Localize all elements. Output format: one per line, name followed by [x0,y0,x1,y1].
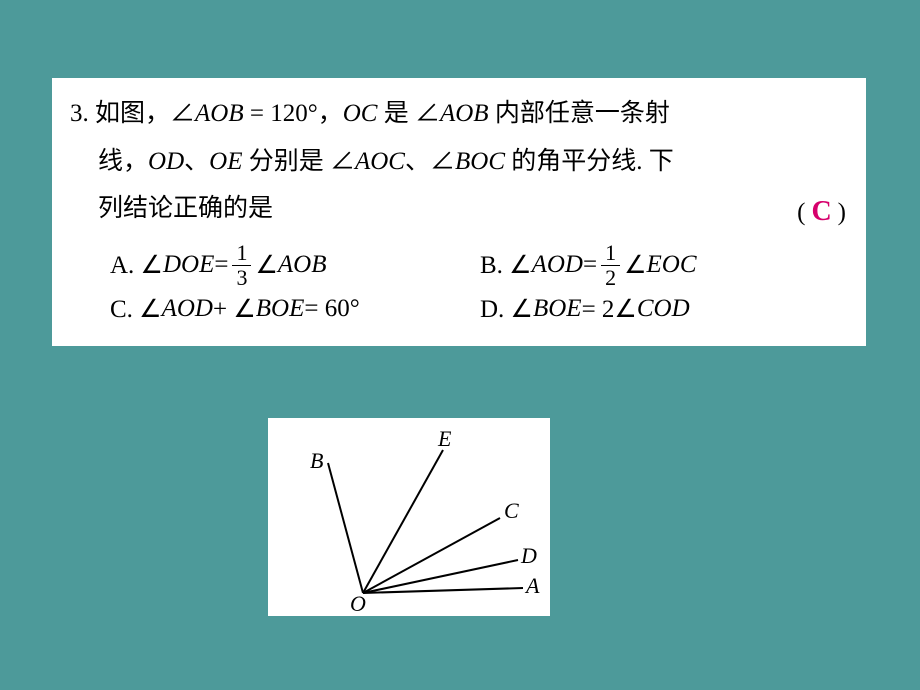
option-a: A. ∠DOE = 1 3 ∠AOB [110,241,480,290]
var: OC [343,100,378,127]
text: 线， [98,148,148,175]
opt-label: D. ∠ [480,294,533,324]
question-line-3: 列结论正确的是 (C) [70,185,848,233]
svg-text:E: E [437,426,452,451]
answer-group: (C) [797,185,846,238]
frac-num: 1 [232,241,251,265]
opt-label: B. ∠ [480,250,532,280]
option-row-1: A. ∠DOE = 1 3 ∠AOB B. ∠AOD = 1 2 ∠EOC [110,241,848,290]
text: 分别是 ∠ [242,148,355,175]
eq: = 60° [304,295,359,323]
eq: = 2∠ [582,294,637,324]
var: EOC [647,251,697,279]
frac-den: 2 [601,266,620,290]
question-line-1: 3. 如图，∠AOB = 120°，OC 是 ∠AOB 内部任意一条射 [70,90,848,138]
frac-den: 3 [232,266,251,290]
var: BOE [256,295,305,323]
eq: = [214,251,228,279]
option-d: D. ∠BOE = 2∠COD [480,294,690,324]
svg-text:A: A [524,573,540,598]
text: 内部任意一条射 [489,100,670,127]
angle-diagram: ADC E B O [268,418,550,616]
question-stem: 3. 如图，∠AOB = 120°，OC 是 ∠AOB 内部任意一条射 线，OD… [70,90,848,233]
var: BOC [455,148,505,175]
svg-text:C: C [504,498,519,523]
fraction: 1 2 [601,241,620,290]
diagram-box: ADC E B O [268,418,550,616]
var: AOB [278,251,327,279]
eq: = [583,251,597,279]
text: 是 ∠ [377,100,440,127]
fraction: 1 3 [232,241,251,290]
options: A. ∠DOE = 1 3 ∠AOB B. ∠AOD = 1 2 ∠EOC [70,241,848,324]
answer-letter: C [805,196,837,227]
text: 列结论正确的是 [98,195,273,222]
var: COD [637,295,690,323]
var: AOB [195,100,244,127]
frac-num: 1 [601,241,620,265]
svg-text:D: D [520,543,537,568]
question-box: 3. 如图，∠AOB = 120°，OC 是 ∠AOB 内部任意一条射 线，OD… [52,78,866,346]
plus: + ∠ [213,294,256,324]
var: AOB [440,100,489,127]
question-line-2: 线，OD、OE 分别是 ∠AOC、∠BOC 的角平分线. 下 [70,138,848,186]
text: ∠ [624,250,646,280]
var: DOE [163,251,214,279]
var: AOC [355,148,405,175]
paren-close: ) [838,199,846,226]
text: 3. 如图，∠ [70,100,195,127]
svg-text:B: B [310,448,323,473]
svg-text:O: O [350,591,366,616]
text: 、∠ [405,148,455,175]
text: ∠ [255,250,277,280]
var: AOD [532,251,583,279]
option-b: B. ∠AOD = 1 2 ∠EOC [480,241,697,290]
opt-label: A. ∠ [110,250,163,280]
option-c: C. ∠AOD + ∠BOE = 60° [110,294,480,324]
var: BOE [533,295,582,323]
var: OE [209,148,242,175]
text: 、 [184,148,209,175]
var: AOD [162,295,213,323]
text: 的角平分线. 下 [505,148,674,175]
text: = 120°， [244,100,343,127]
option-row-2: C. ∠AOD + ∠BOE = 60° D. ∠BOE = 2∠COD [110,294,848,324]
opt-label: C. ∠ [110,294,162,324]
var: OD [148,148,184,175]
